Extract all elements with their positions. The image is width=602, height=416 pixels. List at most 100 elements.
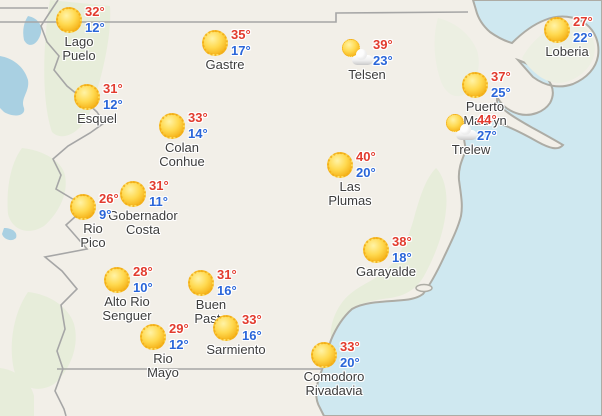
sun-glyph	[446, 114, 464, 132]
forest-area-bottom-left	[0, 368, 34, 416]
sun-glyph	[74, 84, 100, 110]
sun-glyph	[202, 30, 228, 56]
high-temperature: 31°	[217, 267, 237, 282]
sunny-icon	[327, 152, 353, 178]
sun-glyph	[462, 72, 488, 98]
border-chile-andes	[40, 0, 106, 416]
station-name: Rio Mayo	[147, 351, 179, 380]
border-north-42s	[0, 7, 469, 23]
coastal-islet	[415, 283, 433, 293]
sunny-icon	[188, 270, 214, 296]
station-name: Telsen	[348, 67, 386, 82]
forest-area-southwest	[11, 292, 76, 389]
station-name: Lago Puelo	[62, 34, 96, 63]
sunny-icon	[363, 237, 389, 263]
forest-area-northwest	[44, 0, 111, 137]
low-temperature: 20°	[340, 355, 360, 370]
low-temperature: 25°	[491, 85, 511, 100]
atlantic-ocean	[315, 0, 602, 416]
low-temperature: 11°	[149, 194, 168, 209]
station-name: Colan Conhue	[159, 140, 205, 169]
high-temperature: 26°	[99, 191, 119, 206]
low-temperature: 16°	[217, 283, 237, 298]
station-name: Las Plumas	[328, 179, 372, 208]
sun-glyph	[56, 7, 82, 33]
sunny-icon	[544, 17, 570, 43]
sun-glyph	[544, 17, 570, 43]
coastal-green-strip	[330, 168, 447, 342]
station-name: Puerto Madryn	[463, 99, 507, 128]
high-temperature: 40°	[356, 149, 376, 164]
low-temperature: 18°	[392, 250, 412, 265]
sunny-icon	[56, 7, 82, 33]
high-temperature: 31°	[103, 81, 123, 96]
high-temperature: 28°	[133, 264, 153, 279]
sunny-icon	[311, 342, 337, 368]
high-temperature: 37°	[491, 69, 511, 84]
high-temperature: 39°	[373, 37, 393, 52]
station-name: Alto Rio Senguer	[102, 294, 152, 323]
lake-northwest-small	[23, 16, 42, 45]
lake-northwest-large	[0, 56, 29, 116]
high-temperature: 35°	[231, 27, 251, 42]
cloud-glyph	[456, 124, 477, 140]
sun-glyph	[363, 237, 389, 263]
cloud-glyph	[352, 49, 373, 65]
high-temperature: 31°	[149, 178, 169, 193]
sunny-icon	[462, 72, 488, 98]
high-temperature: 38°	[392, 234, 412, 249]
low-temperature: 12°	[85, 20, 105, 35]
sunny-icon	[213, 315, 239, 341]
sunny-icon	[159, 113, 185, 139]
partly-cloudy-icon	[446, 114, 477, 141]
green-area-peninsula	[522, 22, 595, 83]
low-temperature: 12°	[103, 97, 123, 112]
sun-glyph	[213, 315, 239, 341]
station-name: Gobernador Costa	[108, 208, 178, 237]
high-temperature: 44°	[477, 112, 497, 127]
high-temperature: 33°	[188, 110, 208, 125]
sunny-icon	[140, 324, 166, 350]
station-name: Gastre	[205, 57, 245, 72]
sun-glyph	[104, 267, 130, 293]
low-temperature: 14°	[188, 126, 208, 141]
sun-glyph	[188, 270, 214, 296]
station-name: Trelew	[451, 142, 491, 157]
station-name: Loberia	[545, 44, 589, 59]
sun-glyph	[159, 113, 185, 139]
low-temperature: 10°	[133, 280, 153, 295]
high-temperature: 27°	[573, 14, 593, 29]
partly-cloudy-icon	[342, 39, 373, 66]
high-temperature: 33°	[340, 339, 360, 354]
sunny-icon	[70, 194, 96, 220]
sunny-icon	[104, 267, 130, 293]
high-temperature: 29°	[169, 321, 189, 336]
low-temperature: 23°	[373, 53, 393, 68]
low-temperature: 17°	[231, 43, 251, 58]
sun-glyph	[120, 181, 146, 207]
sun-glyph	[140, 324, 166, 350]
lake-west-small	[2, 228, 17, 241]
low-temperature: 27°	[477, 128, 497, 143]
station-name: Garayalde	[356, 264, 416, 279]
sun-glyph	[311, 342, 337, 368]
sun-glyph	[327, 152, 353, 178]
sun-glyph	[70, 194, 96, 220]
low-temperature: 16°	[242, 328, 262, 343]
station-name: Rio Pico	[80, 221, 106, 250]
low-temperature: 20°	[356, 165, 376, 180]
station-name: Esquel	[77, 111, 117, 126]
sunny-icon	[74, 84, 100, 110]
high-temperature: 32°	[85, 4, 105, 19]
low-temperature: 9°	[99, 207, 112, 222]
station-name: Comodoro Rivadavia	[303, 369, 365, 398]
forest-area-west	[7, 148, 66, 231]
sunny-icon	[202, 30, 228, 56]
low-temperature: 12°	[169, 337, 189, 352]
station-name: Sarmiento	[206, 342, 266, 357]
high-temperature: 33°	[242, 312, 262, 327]
sun-glyph	[342, 39, 360, 57]
sunny-icon	[120, 181, 146, 207]
